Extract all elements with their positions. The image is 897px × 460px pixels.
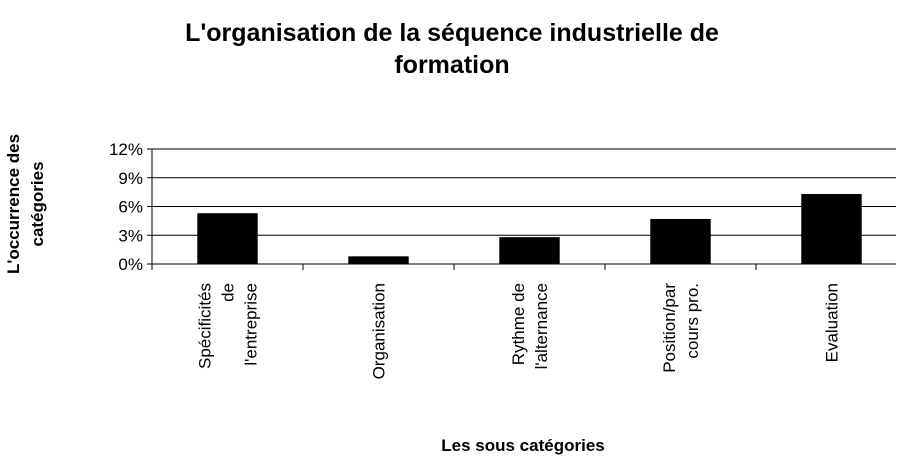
y-tick-label: 12% [109,140,143,159]
x-tick-label: Position/par cours pro. [660,283,702,373]
x-tick-label: Organisation [370,283,389,379]
bar [348,256,409,264]
x-tick-label: Spécificités de l'entreprise [196,283,261,369]
bar [650,218,711,264]
bar [197,213,258,264]
x-axis-title: Les sous catégories [441,436,604,455]
x-tick-label: Rythme de l'alternance [509,283,551,369]
y-tick-label: 3% [118,226,143,245]
bar [801,194,862,264]
y-axis-title: L'occurrence des catégories [4,134,47,274]
x-tick-label: Evaluation [823,283,842,362]
y-tick-label: 9% [118,169,143,188]
y-tick-label: 0% [118,255,143,274]
bar [499,237,560,264]
chart-title: L'organisation de la séquence industriel… [185,19,719,79]
y-tick-label: 6% [118,198,143,217]
